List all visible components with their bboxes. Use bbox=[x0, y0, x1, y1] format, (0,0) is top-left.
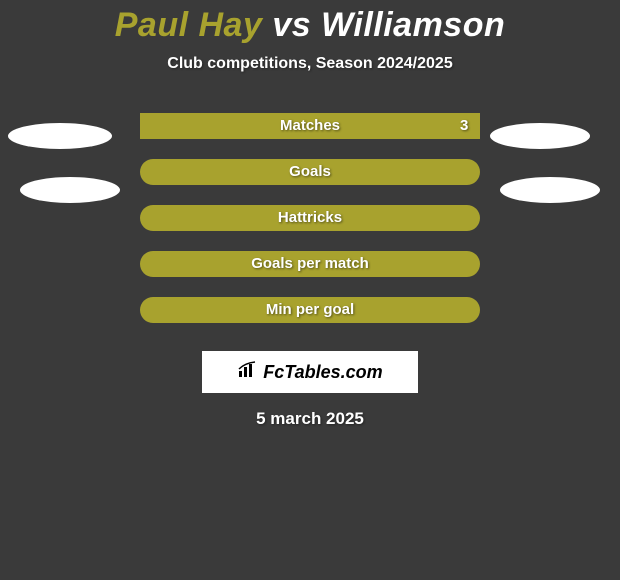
comparison-title: Paul Hay vs Williamson bbox=[0, 0, 620, 45]
date-text: 5 march 2025 bbox=[0, 409, 620, 429]
side-ellipse bbox=[8, 123, 112, 149]
logo-chart-icon bbox=[237, 361, 259, 384]
stat-label: Min per goal bbox=[140, 297, 480, 323]
stat-label: Goals per match bbox=[140, 251, 480, 277]
stat-row: Hattricks bbox=[0, 205, 620, 251]
logo-text: FcTables.com bbox=[263, 362, 382, 383]
stat-label: Hattricks bbox=[140, 205, 480, 231]
logo-fc: Fc bbox=[263, 362, 284, 382]
subtitle: Club competitions, Season 2024/2025 bbox=[0, 55, 620, 73]
stat-label: Goals bbox=[140, 159, 480, 185]
stat-label: Matches bbox=[140, 113, 480, 139]
logo-box: FcTables.com bbox=[202, 351, 418, 393]
logo-rest: Tables.com bbox=[284, 362, 382, 382]
vs-text: vs bbox=[272, 6, 311, 44]
side-ellipse bbox=[20, 177, 120, 203]
player2-name: Williamson bbox=[321, 6, 505, 44]
stat-row: Goals per match bbox=[0, 251, 620, 297]
player1-name: Paul Hay bbox=[115, 6, 263, 44]
stat-row: Min per goal bbox=[0, 297, 620, 343]
stat-value-right: 3 bbox=[460, 113, 468, 139]
side-ellipse bbox=[500, 177, 600, 203]
side-ellipse bbox=[490, 123, 590, 149]
